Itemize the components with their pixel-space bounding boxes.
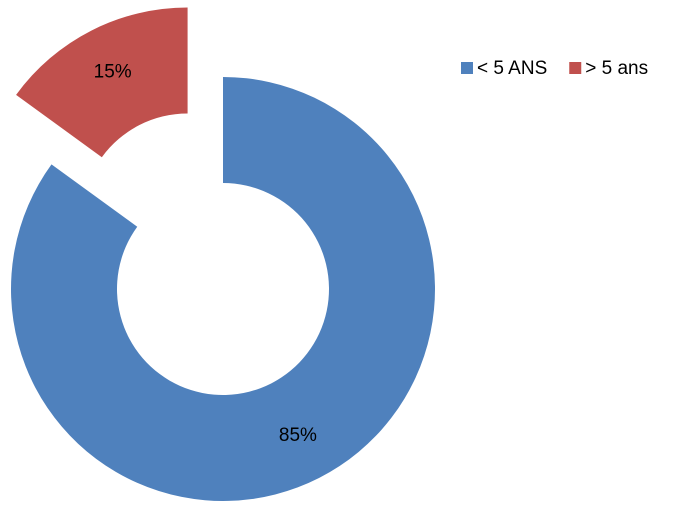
slice [16, 7, 188, 158]
slice [10, 77, 436, 501]
legend-swatch [461, 62, 473, 74]
data-label: 15% [94, 62, 132, 83]
data-label: 85% [279, 425, 317, 446]
legend-label: > 5 ans [585, 58, 648, 79]
legend-swatch [569, 62, 582, 74]
legend-label: < 5 ANS [477, 58, 547, 79]
